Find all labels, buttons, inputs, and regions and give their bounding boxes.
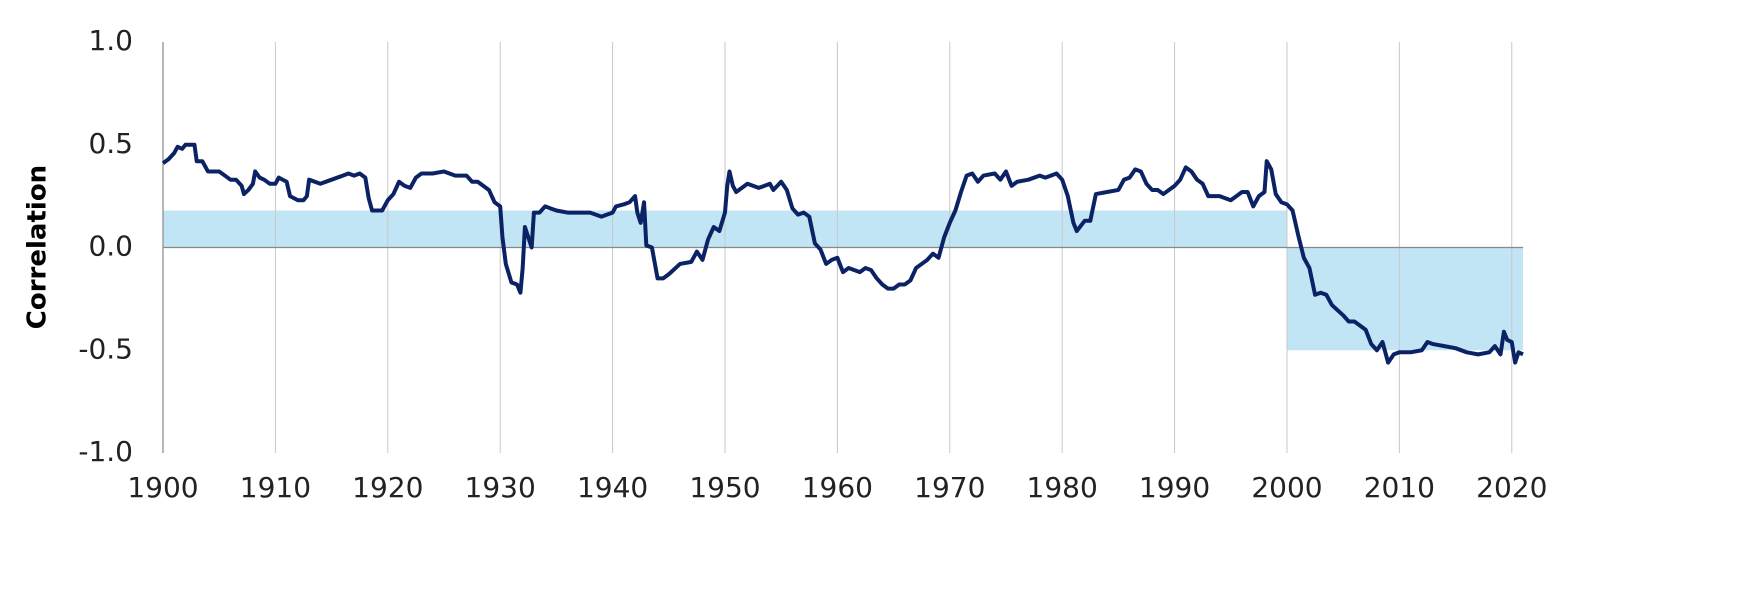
x-tick-label: 1940 — [577, 471, 648, 504]
y-tick-label: 0.5 — [88, 127, 133, 160]
x-tick-label: 2020 — [1476, 471, 1547, 504]
x-tick-label: 1990 — [1139, 471, 1210, 504]
x-tick-label: 1920 — [352, 471, 423, 504]
y-tick-label: 0.0 — [88, 230, 133, 263]
x-tick-label: 2000 — [1251, 471, 1322, 504]
y-tick-label: 1.0 — [88, 24, 133, 57]
x-tick-label: 1970 — [914, 471, 985, 504]
correlation-line — [161, 142, 1524, 365]
y-tick-label: -0.5 — [78, 332, 133, 365]
x-tick-label: 1910 — [240, 471, 311, 504]
x-tick-label: 1900 — [127, 471, 198, 504]
x-tick-label: 1960 — [802, 471, 873, 504]
x-tick-label: 1950 — [689, 471, 760, 504]
average-band — [1286, 247, 1523, 351]
y-axis-label: Correlation — [23, 165, 53, 329]
y-tick-label: -1.0 — [78, 435, 133, 468]
x-tick-label: 1930 — [465, 471, 536, 504]
x-tick-label: 2010 — [1364, 471, 1435, 504]
x-tick-label: 1980 — [1027, 471, 1098, 504]
